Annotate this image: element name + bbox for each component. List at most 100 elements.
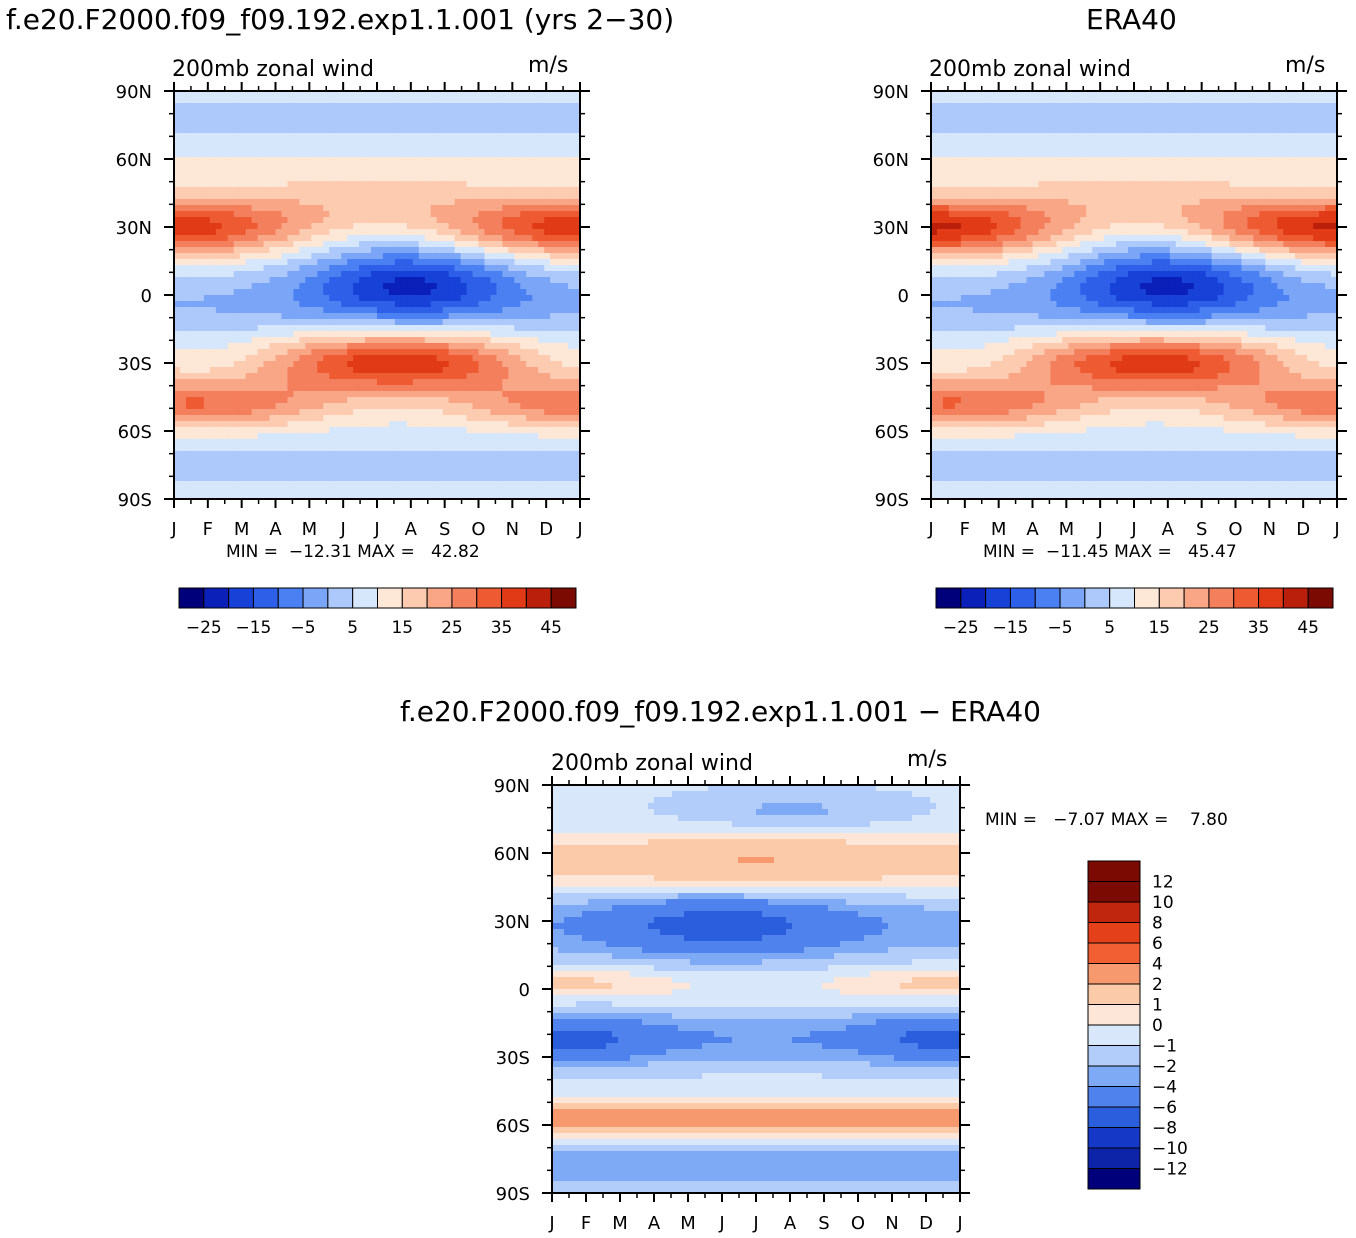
field-cell	[532, 157, 539, 164]
field-cell	[496, 445, 503, 452]
field-cell	[197, 415, 205, 422]
field-cell	[221, 175, 229, 182]
field-cell	[317, 145, 324, 152]
field-cell	[263, 205, 271, 212]
field-cell	[412, 385, 420, 392]
field-cell	[174, 427, 181, 434]
field-cell	[466, 403, 474, 410]
field-cell	[359, 157, 366, 164]
field-cell	[544, 307, 551, 314]
field-cell	[305, 145, 312, 152]
field-cell	[209, 295, 217, 302]
field-cell	[269, 289, 277, 296]
field-cell	[317, 439, 324, 446]
field-cell	[335, 91, 342, 98]
field-cell	[490, 103, 498, 110]
field-cell	[197, 211, 205, 218]
field-cell	[341, 433, 348, 440]
field-cell	[418, 433, 426, 440]
field-cell	[484, 133, 492, 140]
field-cell	[203, 325, 211, 332]
field-cell	[305, 307, 312, 314]
field-cell	[478, 421, 486, 428]
field-cell	[239, 457, 247, 464]
field-cell	[1104, 103, 1111, 110]
field-cell	[1068, 97, 1075, 104]
field-cell	[221, 427, 229, 434]
field-cell	[371, 361, 378, 368]
field-cell	[353, 337, 360, 344]
field-cell	[215, 121, 223, 128]
field-cell	[406, 139, 414, 146]
field-cell	[454, 187, 462, 194]
field-cell	[400, 343, 408, 350]
field-cell	[197, 193, 205, 200]
field-cell	[203, 409, 211, 416]
field-cell	[335, 433, 342, 440]
field-cell	[556, 115, 563, 122]
field-cell	[275, 241, 283, 248]
field-cell	[335, 331, 342, 338]
field-cell	[1157, 97, 1165, 104]
field-cell	[335, 115, 342, 122]
field-cell	[526, 373, 533, 380]
field-cell	[197, 325, 205, 332]
field-cell	[269, 217, 277, 224]
field-cell	[478, 487, 486, 494]
field-cell	[299, 211, 306, 218]
field-cell	[329, 103, 336, 110]
field-cell	[544, 151, 551, 158]
field-cell	[197, 157, 205, 164]
field-cell	[174, 193, 181, 200]
field-cell	[371, 415, 378, 422]
field-cell	[502, 97, 509, 104]
field-cell	[490, 421, 498, 428]
field-cell	[227, 169, 235, 176]
field-cell	[520, 343, 527, 350]
field-cell	[221, 133, 229, 140]
field-cell	[526, 271, 533, 278]
field-cell	[460, 313, 468, 320]
field-cell	[544, 109, 551, 116]
field-cell	[215, 349, 223, 356]
field-cell	[209, 247, 217, 254]
field-cell	[406, 403, 414, 410]
field-cell	[371, 493, 378, 500]
field-cell	[365, 127, 372, 134]
field-cell	[185, 205, 193, 212]
field-cell	[371, 115, 378, 122]
field-cell	[532, 259, 539, 266]
field-cell	[382, 121, 390, 128]
field-cell	[347, 271, 354, 278]
field-cell	[251, 145, 259, 152]
field-cell	[544, 223, 551, 230]
field-cell	[478, 349, 486, 356]
field-cell	[424, 487, 432, 494]
field-cell	[245, 439, 253, 446]
field-cell	[1295, 109, 1302, 116]
field-cell	[424, 337, 432, 344]
field-cell	[299, 283, 306, 290]
field-cell	[245, 313, 253, 320]
field-cell	[574, 295, 581, 302]
field-cell	[287, 307, 295, 314]
field-cell	[556, 127, 563, 134]
field-cell	[1175, 103, 1183, 110]
field-cell	[472, 367, 480, 374]
field-cell	[406, 103, 414, 110]
field-cell	[960, 121, 968, 128]
field-cell	[239, 199, 247, 206]
field-cell	[484, 481, 492, 488]
field-cell	[209, 379, 217, 386]
field-cell	[442, 115, 450, 122]
field-cell	[430, 487, 438, 494]
field-cell	[359, 181, 366, 188]
field-cell	[574, 253, 581, 260]
field-cell	[412, 367, 420, 374]
field-cell	[502, 109, 509, 116]
field-cell	[508, 385, 515, 392]
field-cell	[251, 403, 259, 410]
field-cell	[544, 487, 551, 494]
field-cell	[257, 253, 265, 260]
field-cell	[478, 295, 486, 302]
